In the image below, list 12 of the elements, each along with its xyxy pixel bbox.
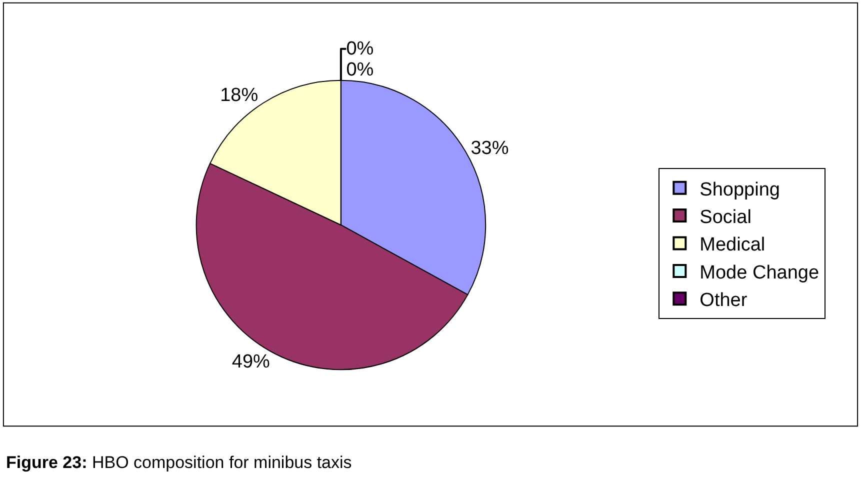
data-label: 18%: [220, 84, 258, 106]
data-label: 49%: [232, 352, 270, 373]
legend-label: Medical: [700, 234, 766, 256]
text: 0%: [346, 59, 374, 80]
text: HBO composition for minibus taxis: [92, 453, 352, 472]
caption: Figure 23:: [6, 453, 88, 472]
legend-label: Other: [700, 290, 748, 312]
legend-label: Mode Change: [700, 262, 820, 284]
data-label: 33%: [470, 138, 509, 160]
legend-label: Shopping: [700, 179, 780, 200]
text: 0%: [346, 38, 374, 60]
legend-label: Social: [700, 206, 752, 228]
